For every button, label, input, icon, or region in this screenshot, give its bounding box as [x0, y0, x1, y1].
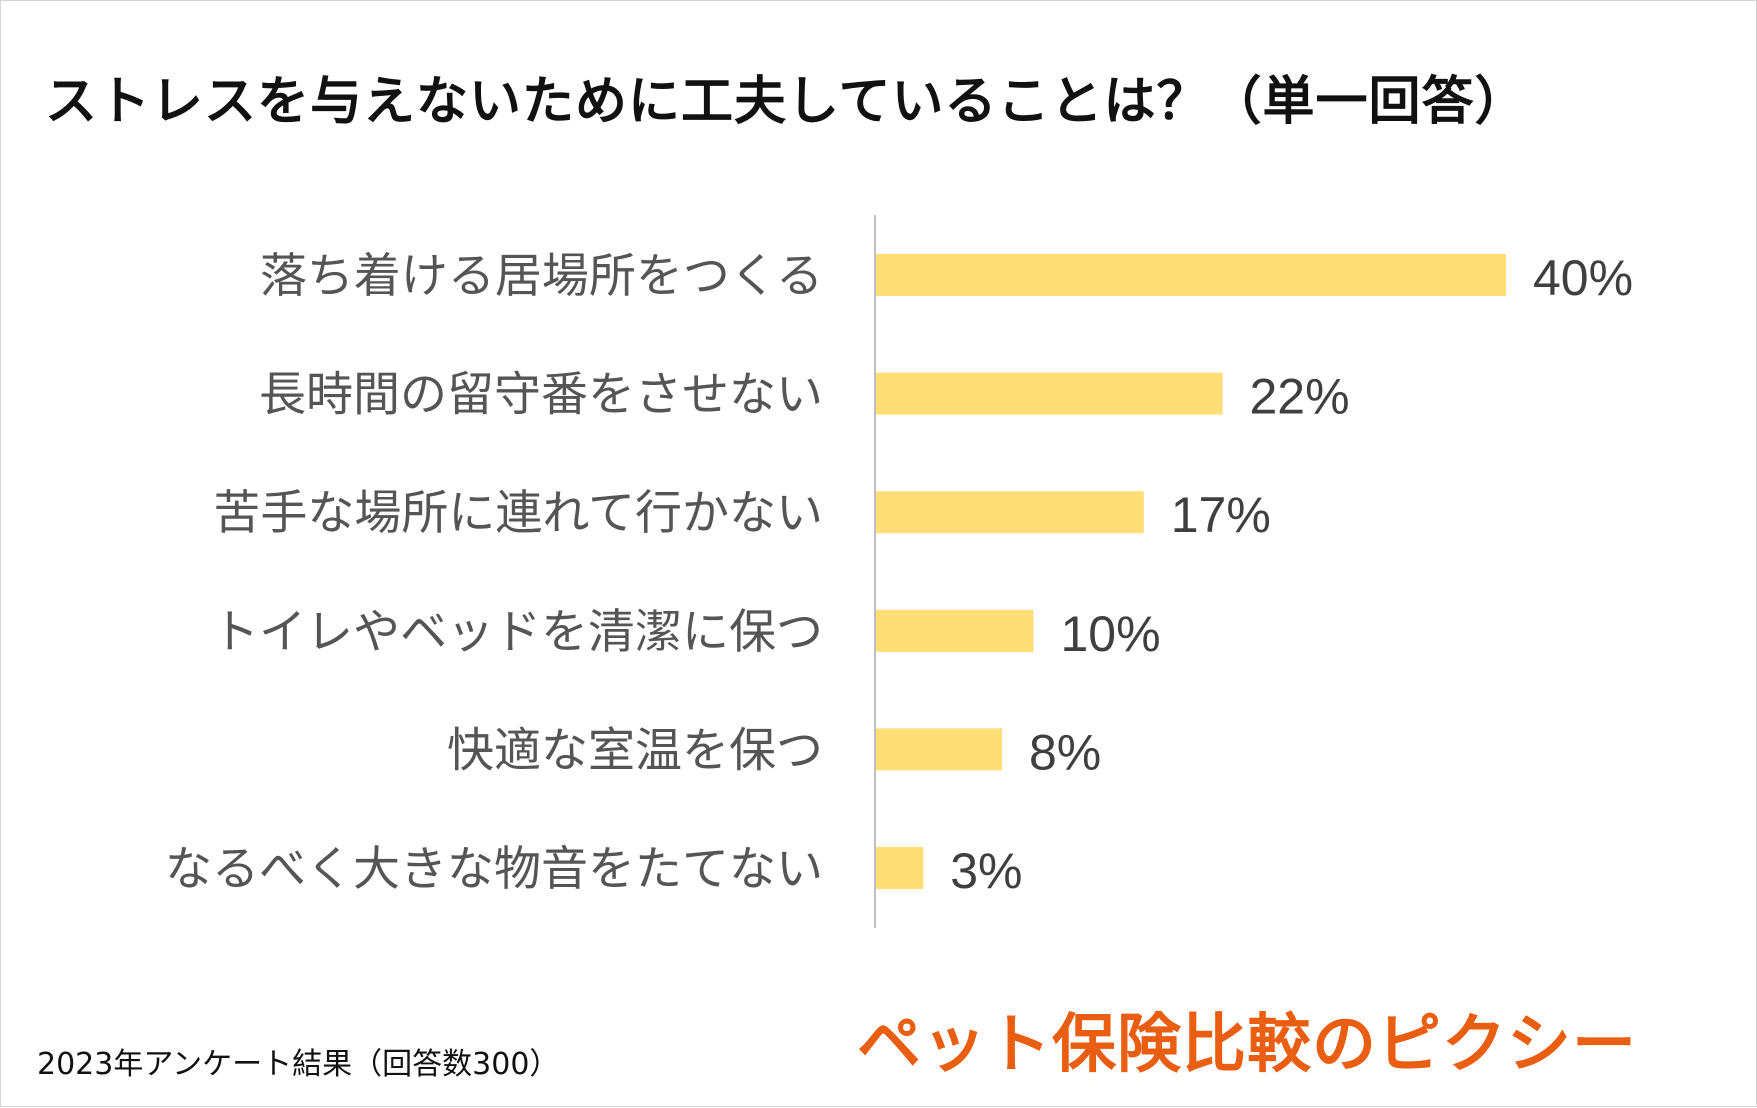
bar	[876, 491, 1144, 534]
value-label: 17%	[1171, 487, 1271, 543]
brand-logo: ペット保険比較のピクシー	[857, 1008, 1637, 1082]
bar	[876, 728, 1002, 771]
value-label: 40%	[1533, 250, 1633, 306]
bar	[876, 609, 1034, 652]
category-label: 落ち着ける居場所をつくる	[260, 249, 823, 304]
category-label: 長時間の留守番をさせない	[259, 368, 823, 423]
bar	[876, 847, 924, 889]
value-label: 10%	[1061, 606, 1161, 662]
value-label: 22%	[1250, 369, 1350, 425]
bar	[876, 254, 1506, 296]
bar	[876, 372, 1223, 415]
value-label: 3%	[950, 843, 1022, 899]
survey-footnote: 2023年アンケート結果（回答数300）	[37, 1047, 560, 1082]
category-label: なるべく大きな物音をたてない	[165, 842, 823, 897]
category-label: 快適な室温を保つ	[447, 723, 823, 778]
value-label: 8%	[1029, 724, 1101, 780]
chart-title: ストレスを与えないために工夫していることは？（単一回答）	[45, 72, 1528, 132]
category-label: 苦手な場所に連れて行かない	[213, 486, 823, 541]
category-label: トイレやベッドを清潔に保つ	[212, 605, 823, 660]
